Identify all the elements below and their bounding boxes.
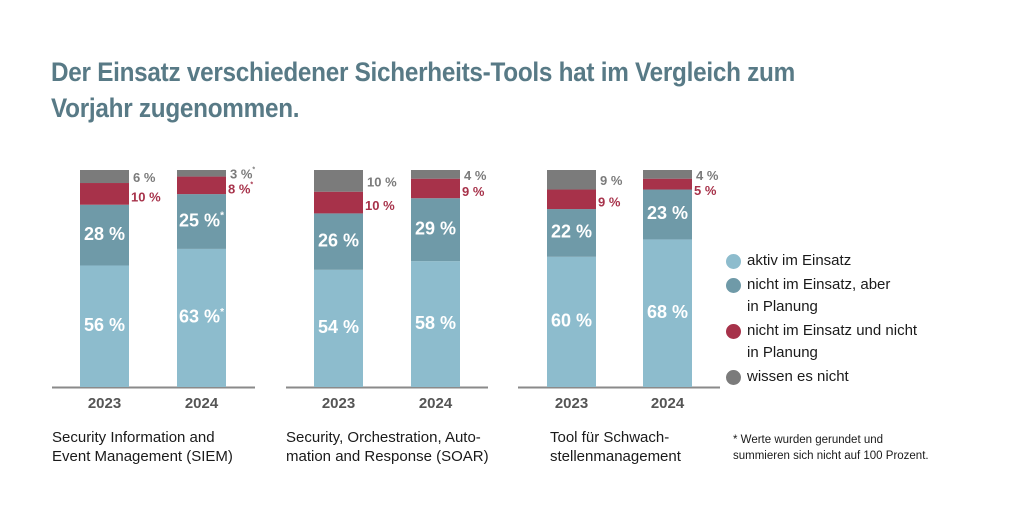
bar-segment-planned xyxy=(177,194,226,249)
legend-label: wissen es nicht xyxy=(747,368,849,385)
data-label: 4 % xyxy=(464,168,487,183)
data-label: 10 % xyxy=(131,189,161,204)
legend: aktiv im Einsatz nicht im Einsatz, aber … xyxy=(726,252,917,392)
bar-segment-unknown xyxy=(177,170,226,177)
year-tick-label: 2023 xyxy=(555,395,588,412)
bar-segment-active xyxy=(177,248,226,387)
data-label: 25 %* xyxy=(179,210,224,230)
data-label: 54 % xyxy=(318,317,359,337)
data-label: 9 % xyxy=(462,184,485,199)
bar-segment-unknown xyxy=(80,170,129,184)
legend-label: nicht im Einsatz, aber in Planung xyxy=(747,276,891,315)
data-label: 5 % xyxy=(694,183,717,198)
data-label: 10 % xyxy=(365,198,395,213)
data-label: 9 % xyxy=(600,173,623,188)
data-label: 10 % xyxy=(367,174,397,189)
chart-title: Der Einsatz verschiedener Sicherheits-To… xyxy=(51,57,795,123)
year-tick-label: 2024 xyxy=(185,395,219,412)
data-label: 58 % xyxy=(415,313,456,333)
bar-segment-not-planned xyxy=(177,176,226,195)
data-label: 68 % xyxy=(647,302,688,322)
data-label: 26 % xyxy=(318,230,359,250)
bar-segment-not-planned xyxy=(80,183,129,205)
legend-dot-icon xyxy=(726,324,741,339)
data-label: 22 % xyxy=(551,222,592,242)
bar-segment-active xyxy=(643,239,692,387)
category-label-vuln-mgmt: Tool für Schwach- stellenmanagement xyxy=(550,429,681,465)
bar-segment-active xyxy=(80,265,129,387)
data-label: 6 % xyxy=(133,170,156,185)
bar-segment-not-planned xyxy=(314,191,363,214)
bar-segment-planned xyxy=(80,204,129,266)
data-label: 60 % xyxy=(551,311,592,331)
legend-item-not-planned: nicht im Einsatz und nicht in Planung xyxy=(726,322,917,364)
bar-segment-unknown xyxy=(547,170,596,190)
legend-item-planned: nicht im Einsatz, aber in Planung xyxy=(726,276,917,318)
bar-segment-unknown xyxy=(643,170,692,179)
category-label-soar: Security, Orchestration, Auto- mation an… xyxy=(286,429,489,465)
bar-segment-active xyxy=(547,256,596,387)
legend-label: aktiv im Einsatz xyxy=(747,252,852,269)
bar-segment-active xyxy=(411,261,460,387)
data-label: 9 % xyxy=(598,195,621,210)
bar-segment-planned xyxy=(547,209,596,257)
bar-segment-planned xyxy=(411,198,460,262)
category-label-siem: Security Information and Event Managemen… xyxy=(52,429,233,465)
data-label: 4 % xyxy=(696,168,719,183)
bar-segment-not-planned xyxy=(411,178,460,199)
legend-dot-icon xyxy=(726,370,741,385)
bar-segment-not-planned xyxy=(643,178,692,190)
data-label: 8 %* xyxy=(228,181,253,197)
legend-dot-icon xyxy=(726,278,741,293)
year-tick-label: 2024 xyxy=(419,395,453,412)
legend-dot-icon xyxy=(726,254,741,269)
data-label: 3 %* xyxy=(230,166,255,182)
bar-segment-not-planned xyxy=(547,189,596,210)
year-tick-label: 2023 xyxy=(322,395,355,412)
year-tick-label: 2024 xyxy=(651,395,685,412)
data-label: 29 % xyxy=(415,218,456,238)
data-label: 56 % xyxy=(84,315,125,335)
data-label: 28 % xyxy=(84,224,125,244)
bar-segment-active xyxy=(314,269,363,387)
data-label: 63 %* xyxy=(179,307,224,327)
bar-segment-unknown xyxy=(314,170,363,192)
bar-segment-planned xyxy=(314,213,363,270)
footnote: * Werte wurden gerundet und summieren si… xyxy=(733,434,929,462)
legend-item-unknown: wissen es nicht xyxy=(726,368,917,388)
bar-segment-unknown xyxy=(411,170,460,179)
bar-segment-planned xyxy=(643,189,692,240)
legend-label: nicht im Einsatz und nicht in Planung xyxy=(747,322,918,361)
legend-item-active: aktiv im Einsatz xyxy=(726,252,917,272)
year-tick-label: 2023 xyxy=(88,395,121,412)
data-label: 23 % xyxy=(647,203,688,223)
